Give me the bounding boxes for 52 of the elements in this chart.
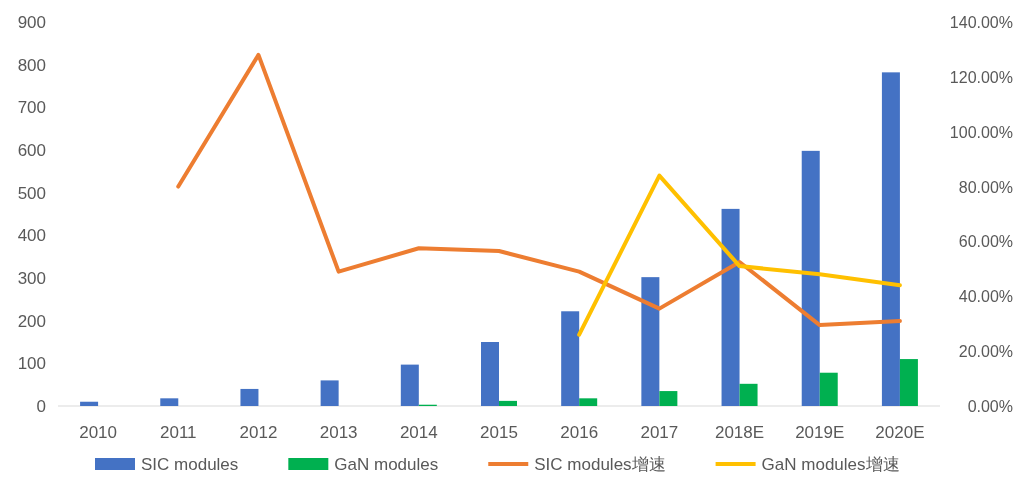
x-tick-label: 2016 <box>560 423 599 442</box>
bar <box>721 208 740 406</box>
x-tick-label: 2014 <box>399 423 438 442</box>
bar <box>881 72 900 406</box>
legend-label: SIC modules增速 <box>534 455 666 474</box>
y2-tick-label: 100.00% <box>949 123 1013 141</box>
x-tick-label: 2012 <box>239 423 278 442</box>
y-tick-label: 600 <box>17 141 46 160</box>
bar <box>499 400 517 406</box>
y2-tick-label: 140.00% <box>949 14 1013 31</box>
bar <box>801 150 820 406</box>
line-series <box>176 52 902 328</box>
x-tick-label: 2020E <box>875 423 925 442</box>
y2-tick-label: 40.00% <box>958 288 1013 306</box>
x-tick-label: 2013 <box>319 423 358 442</box>
bar <box>659 391 678 406</box>
bar <box>819 372 838 406</box>
bar <box>641 277 660 406</box>
legend-label: GaN modules增速 <box>761 455 900 474</box>
bar <box>400 364 419 406</box>
y-tick-label: 100 <box>17 354 46 374</box>
y2-tick-label: 60.00% <box>958 233 1013 251</box>
bar <box>579 398 598 406</box>
bar <box>160 398 179 406</box>
legend-label: SIC modules <box>141 455 239 474</box>
y-tick-label: 800 <box>17 55 46 75</box>
x-tick-label: 2011 <box>159 423 197 442</box>
line-series <box>577 173 902 337</box>
y2-tick-label: 80.00% <box>958 178 1013 196</box>
x-tick-label: 2019E <box>795 423 845 442</box>
bar <box>561 311 580 406</box>
x-tick-label: 2017 <box>640 423 679 442</box>
y-tick-label: 400 <box>17 226 46 246</box>
x-tick-label: 2018E <box>714 423 765 442</box>
y-tick-label: 700 <box>17 98 46 118</box>
bar <box>240 388 259 406</box>
y-tick-label: 300 <box>17 269 46 288</box>
bar <box>739 383 758 406</box>
legend-label: GaN modules <box>334 455 439 474</box>
y2-tick-label: 20.00% <box>958 343 1013 361</box>
y-tick-label: 0 <box>36 397 46 416</box>
bar <box>320 380 339 406</box>
bar <box>80 401 99 406</box>
bar <box>899 359 918 406</box>
bar <box>481 342 499 406</box>
y2-tick-label: 0.00% <box>967 398 1013 415</box>
y-tick-label: 200 <box>17 311 46 331</box>
y-tick-label: 900 <box>17 13 46 32</box>
x-tick-label: 2010 <box>79 423 117 442</box>
x-tick-label: 2015 <box>480 423 518 442</box>
y-tick-label: 500 <box>17 183 46 203</box>
y2-tick-label: 120.00% <box>949 68 1013 86</box>
